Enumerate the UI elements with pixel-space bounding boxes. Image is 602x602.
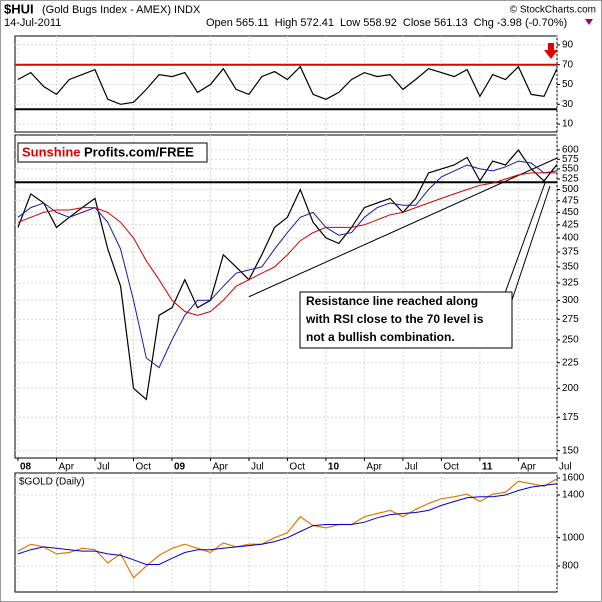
panel (14, 472, 558, 593)
y-tick-label: 30 (562, 99, 574, 110)
y-tick-label: 50 (562, 79, 574, 90)
quote-label: High (275, 17, 298, 29)
quote-value: -3.98 (-0.70%) (497, 17, 567, 29)
panel (14, 35, 558, 133)
logo-box (17, 142, 208, 163)
logo-red: Sunshine (22, 144, 81, 159)
y-tick-label: 800 (562, 561, 579, 572)
quote-label: Open (206, 17, 233, 29)
index-name: (Gold Bugs Index - AMEX) INDX (42, 4, 201, 16)
y-tick-label: 475 (562, 195, 579, 206)
note-line: not a bullish combination. (306, 330, 455, 344)
date: 14-Jul-2011 (4, 17, 61, 29)
y-tick-label: 575 (562, 154, 579, 165)
x-tick-label: Oct (135, 462, 151, 473)
y-tick-label: 375 (562, 247, 579, 258)
y-tick-label: 300 (562, 295, 579, 306)
symbol: $HUI (4, 1, 34, 16)
pointer (504, 182, 546, 294)
series-line (17, 478, 558, 579)
x-tick-label: 09 (174, 462, 186, 473)
x-tick-label: 10 (328, 462, 340, 473)
y-tick-label: 325 (562, 278, 579, 289)
y-tick-label: 70 (562, 59, 574, 70)
x-tick-label: Apr (520, 462, 536, 473)
x-tick-label: Apr (366, 462, 382, 473)
y-tick-label: 525 (562, 174, 579, 185)
series-line (17, 160, 557, 369)
panel-title: $GOLD (Daily) (19, 477, 85, 488)
y-tick-label: 450 (562, 207, 579, 218)
quote: Open 565.11 High 572.41 Low 558.92 Close 561.13… (206, 17, 567, 29)
series-line (17, 172, 557, 316)
x-tick-label: Jul (251, 462, 264, 473)
x-tick-label: Oct (443, 462, 459, 473)
y-tick-label: 275 (562, 314, 579, 325)
y-tick-label: 150 (562, 445, 579, 456)
note-box (299, 291, 513, 349)
note-line: Resistance line reached along (306, 294, 478, 308)
quote-value: 561.13 (434, 17, 468, 29)
x-tick-label: Apr (212, 462, 228, 473)
trend-line (248, 157, 558, 298)
y-tick-label: 400 (562, 233, 579, 244)
y-tick-label: 600 (562, 145, 579, 156)
y-tick-label: 175 (562, 412, 579, 423)
series-line (17, 483, 557, 565)
copyright: © StockCharts.com (510, 5, 596, 16)
quote-label: Low (340, 17, 360, 29)
quote-value: 572.41 (300, 17, 334, 29)
y-tick-label: 500 (562, 184, 579, 195)
x-tick-label: 08 (20, 462, 32, 473)
note-line: with RSI close to the 70 level is (305, 312, 484, 326)
y-tick-label: 10 (562, 119, 574, 130)
logo-black: Profits.com/FREE (84, 144, 194, 159)
y-tick-label: 200 (562, 383, 579, 394)
x-tick-label: Oct (289, 462, 305, 473)
y-tick-label: 425 (562, 219, 579, 230)
y-tick-label: 550 (562, 164, 579, 175)
x-tick-label: 11 (482, 462, 493, 473)
quote-label: Close (403, 17, 431, 29)
red-arrow (544, 43, 558, 59)
pointer (511, 185, 551, 301)
y-tick-label: 350 (562, 262, 579, 273)
y-tick-label: 90 (562, 40, 574, 51)
y-tick-label: 1000 (562, 532, 585, 543)
y-tick-label: 250 (562, 335, 579, 346)
quote-value: 565.11 (236, 17, 269, 29)
quote-value: 558.92 (363, 17, 397, 29)
quote-label: Chg (474, 17, 494, 29)
down-triangle (585, 19, 593, 25)
series-line (17, 65, 558, 105)
y-tick-label: 1400 (562, 490, 585, 501)
y-tick-label: 1600 (562, 473, 585, 484)
x-tick-label: Jul (559, 462, 572, 473)
x-tick-label: Jul (405, 462, 418, 473)
x-tick-label: Apr (58, 462, 74, 473)
series-line (17, 149, 558, 401)
x-tick-label: Jul (97, 462, 110, 473)
y-tick-label: 225 (562, 357, 579, 368)
